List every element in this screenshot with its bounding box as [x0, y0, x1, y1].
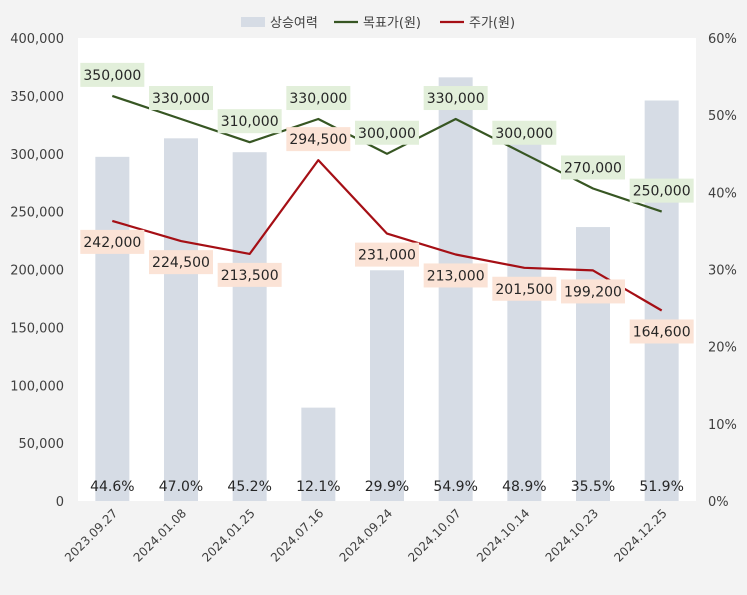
y-left-tick-label: 400,000: [10, 32, 64, 47]
stock-price-label: 231,000: [358, 248, 416, 264]
y-right-tick-label: 60%: [708, 32, 737, 47]
target-price-label: 330,000: [427, 91, 485, 107]
y-left-tick-label: 350,000: [10, 90, 64, 105]
y-right-tick-label: 50%: [708, 109, 737, 124]
stock-price-label-bg: [149, 250, 213, 275]
bar-data-label: 44.6%: [90, 479, 134, 495]
stock-price-label-bg: [80, 229, 145, 254]
bar-data-label: 47.0%: [159, 479, 203, 495]
target-price-label: 350,000: [83, 68, 141, 84]
target-price-label: 330,000: [289, 91, 347, 107]
y-axis-right: 0% 10% 20% 30% 40% 50% 60%: [708, 32, 737, 510]
target-price-label: 270,000: [564, 160, 622, 176]
y-left-tick-label: 300,000: [10, 148, 64, 163]
bar-labels: 44.6% 47.0% 45.2% 12.1% 29.9% 54.9% 48.9% 35.5%…: [90, 479, 684, 495]
target-price-label-bg: [423, 86, 488, 111]
y-right-tick-label: 0%: [708, 495, 729, 510]
target-price-label: 310,000: [221, 114, 279, 130]
target-price-label-bg: [80, 62, 145, 87]
bar-data-label: 48.9%: [502, 479, 546, 495]
stock-price-label-bg: [561, 279, 625, 304]
bar: [438, 77, 473, 501]
stock-price-label: 242,000: [83, 235, 141, 251]
y-axis-left: 0 50,000 100,000 150,000 200,000 250,000 300,0…: [10, 32, 64, 510]
legend-swatch-bar: [241, 17, 265, 27]
legend-label-target: 목표가(원): [363, 16, 421, 31]
target-price-label-bg: [286, 86, 351, 111]
y-left-tick-label: 0: [56, 495, 64, 510]
stock-price-label-bg: [286, 127, 351, 152]
bar: [95, 156, 130, 501]
stock-price-label: 201,500: [495, 282, 553, 298]
line-labels: 350,000 330,000 310,000 330,000 300,000 330,0…: [80, 62, 694, 344]
bar-data-label: 35.5%: [571, 479, 615, 495]
bar-data-label: 45.2%: [227, 479, 271, 495]
bar: [370, 270, 404, 501]
y-right-tick-label: 30%: [708, 264, 737, 279]
target-price-label-bg: [629, 178, 694, 203]
bar-data-label: 12.1%: [296, 479, 340, 495]
target-price-label-bg: [149, 86, 213, 111]
stock-price-label: 224,500: [152, 255, 210, 271]
stock-price-label-bg: [492, 276, 557, 301]
target-price-label: 250,000: [633, 184, 691, 200]
target-price-label: 300,000: [495, 126, 553, 142]
legend: 상승여력 목표가(원) 주가(원): [241, 16, 515, 31]
target-price-label-bg: [217, 109, 282, 134]
bar-data-label: 54.9%: [433, 479, 477, 495]
stock-price-label: 164,600: [633, 324, 691, 340]
stock-price-label: 199,200: [564, 284, 622, 300]
bar: [644, 100, 679, 501]
bar: [301, 407, 336, 501]
bar: [164, 138, 198, 502]
bar-data-label: 29.9%: [365, 479, 409, 495]
stock-price-label-bg: [355, 242, 419, 267]
stock-price-label: 294,500: [289, 132, 347, 148]
y-left-tick-label: 200,000: [10, 264, 64, 279]
bar: [507, 123, 542, 501]
legend-label-price: 주가(원): [469, 16, 515, 31]
target-price-label-bg: [355, 120, 419, 145]
stock-price-label: 213,500: [221, 268, 279, 284]
target-price-label: 300,000: [358, 126, 416, 142]
y-left-tick-label: 250,000: [10, 206, 64, 221]
stock-price-label: 213,000: [427, 268, 485, 284]
stock-price-line: [111, 159, 663, 312]
target-price-label: 330,000: [152, 91, 210, 107]
target-price-label-bg: [492, 120, 557, 145]
y-left-tick-label: 150,000: [10, 321, 64, 336]
legend-label-upside: 상승여력: [270, 16, 318, 31]
stock-price-label-bg: [423, 263, 488, 288]
y-left-tick-label: 50,000: [19, 437, 65, 452]
bar: [576, 227, 610, 501]
y-right-tick-label: 20%: [708, 341, 737, 356]
stock-price-label-bg: [629, 319, 694, 344]
y-right-tick-label: 10%: [708, 418, 737, 433]
y-right-tick-label: 40%: [708, 186, 737, 201]
stock-price-label-bg: [217, 262, 282, 287]
bar: [232, 152, 267, 501]
bars-series: [95, 77, 679, 502]
bar-data-label: 51.9%: [639, 479, 683, 495]
y-left-tick-label: 100,000: [10, 379, 64, 394]
target-price-label-bg: [561, 155, 625, 180]
